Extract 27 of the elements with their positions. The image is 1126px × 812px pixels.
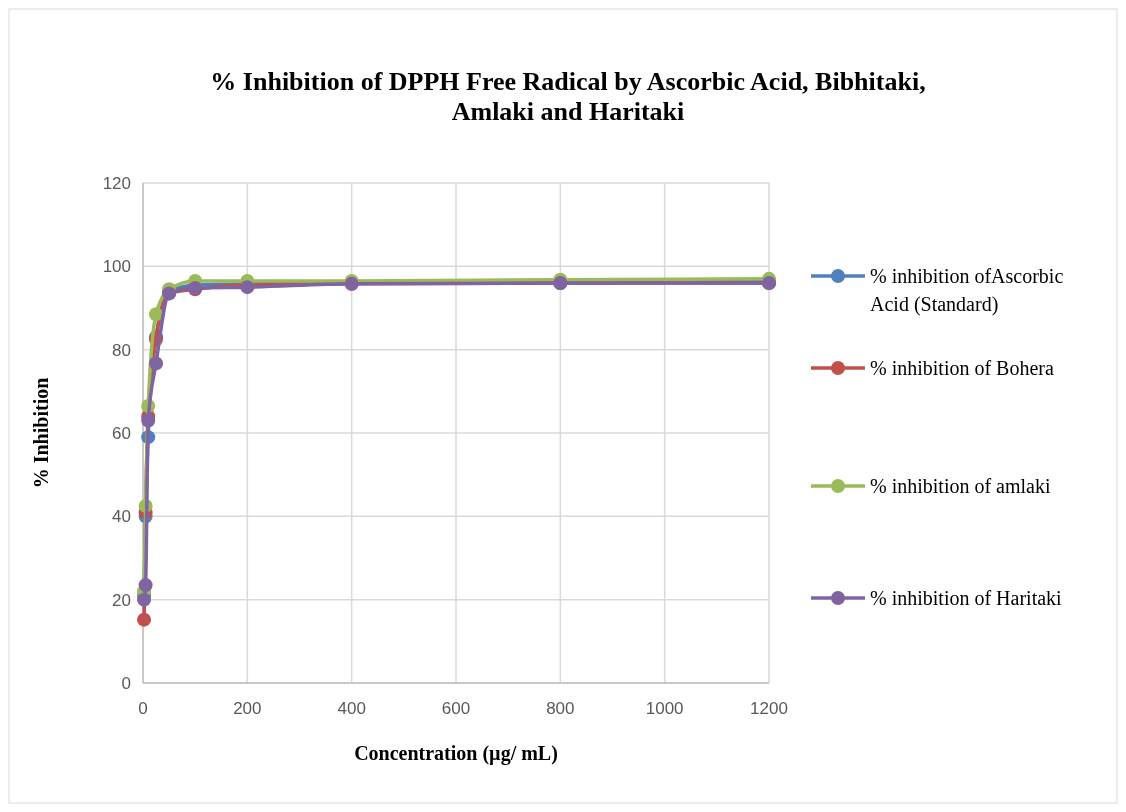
y-tick-label: 0 [121, 674, 131, 693]
y-axis-title: % Inhibition [30, 377, 52, 489]
y-tick-label: 80 [112, 340, 131, 360]
x-tick-label: 600 [441, 699, 471, 718]
x-tick-label: 1200 [750, 699, 788, 718]
y-tick-label: 120 [102, 174, 131, 193]
x-tick-label: 0 [138, 699, 148, 718]
x-tick-label: 1000 [645, 699, 684, 718]
legend-label: % inhibition of Bohera [870, 357, 1054, 379]
chart-title: % Inhibition of DPPH Free Radical by Ascorbic Acid, Bibhitaki, Amlaki and Haritaki [210, 67, 926, 126]
point [137, 592, 152, 607]
x-axis-title: Concentration (µg/ mL) [354, 742, 558, 765]
legend-label: % inhibition of Haritaki [870, 587, 1063, 609]
legend-label: % inhibition of amlaki [870, 475, 1051, 497]
y-tick-label: 100 [102, 257, 131, 277]
legend-label: % inhibition ofAscorbic Acid (Standard) [870, 265, 1064, 316]
y-tick-label: 60 [112, 424, 131, 443]
x-tick-label: 800 [546, 699, 575, 718]
x-tick-label: 400 [337, 699, 366, 718]
x-tick-label: 200 [233, 699, 262, 718]
y-tick-label: 20 [112, 590, 131, 610]
point [149, 356, 164, 371]
point [141, 413, 156, 428]
point [137, 612, 152, 627]
y-tick-label: 40 [112, 507, 131, 527]
point [149, 307, 164, 322]
point [138, 578, 153, 593]
